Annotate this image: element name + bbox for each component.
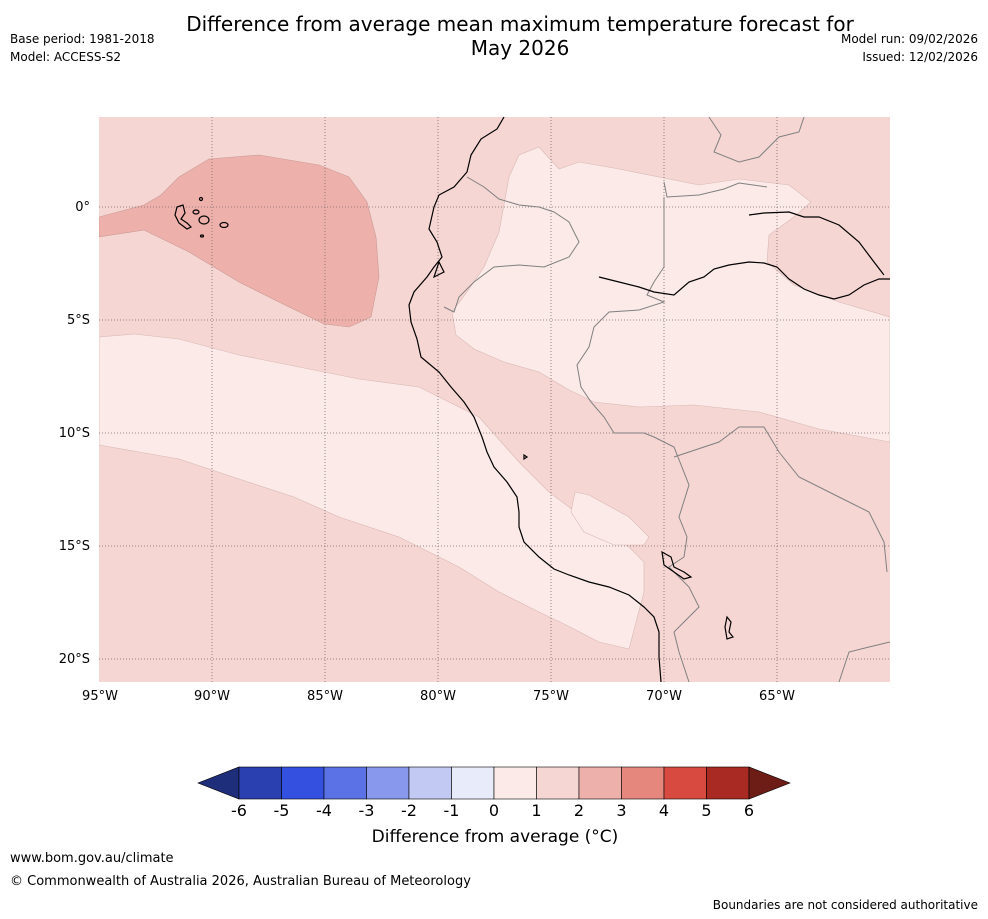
lon-label-85w: 85°W xyxy=(307,689,343,704)
chart-title: Difference from average mean maximum tem… xyxy=(0,12,988,60)
lon-label-70w: 70°W xyxy=(646,689,682,704)
colorbar-tick-label: -1 xyxy=(443,801,460,820)
lon-label-95w: 95°W xyxy=(82,689,118,704)
colorbar-tick-label: 6 xyxy=(743,801,755,820)
border-bolivia-chile xyxy=(673,631,690,682)
colorbar-tick-label: -6 xyxy=(231,801,247,820)
colorbar-tick-label: -2 xyxy=(401,801,417,820)
colorbar-extend-low xyxy=(197,766,240,800)
lon-label-90w: 90°W xyxy=(194,689,230,704)
coast-amazon-river xyxy=(598,261,890,300)
galapagos-san-cristobal xyxy=(219,221,229,229)
footer-copyright: © Commonwealth of Australia 2026, Austra… xyxy=(10,874,471,889)
lat-label-15s: 15°S xyxy=(58,539,90,554)
galapagos-santiago xyxy=(192,209,200,215)
border-north xyxy=(708,117,805,163)
lat-label-0: 0° xyxy=(75,200,90,215)
country-borders xyxy=(443,117,890,682)
colorbar-segment xyxy=(408,766,452,800)
base-period: Base period: 1981-2018 xyxy=(10,32,155,46)
coast-amazon-tributary xyxy=(748,211,885,276)
colorbar-extend-high xyxy=(748,766,791,800)
colorbar-tick-label: 0 xyxy=(488,801,500,820)
colorbar-tick-label: 5 xyxy=(701,801,712,820)
coast-pacific xyxy=(408,117,662,682)
coast-small-lake-2 xyxy=(523,453,529,461)
coastlines xyxy=(408,117,890,682)
colorbar-segment xyxy=(663,766,707,800)
colorbar-segment xyxy=(281,766,325,800)
footer-url: www.bom.gov.au/climate xyxy=(10,851,174,866)
colorbar-tick-label: 3 xyxy=(616,801,627,820)
galapagos-santa-cruz xyxy=(198,215,210,225)
model-run: Model run: 09/02/2026 xyxy=(840,32,978,46)
colorbar-segments xyxy=(197,766,791,800)
colorbar xyxy=(197,766,791,800)
lat-label-20s: 20°S xyxy=(58,652,90,667)
colorbar-tick-label: -5 xyxy=(273,801,290,820)
colorbar-segment xyxy=(536,766,580,800)
colorbar-tick-label: -3 xyxy=(358,801,375,820)
colorbar-tick-label: 4 xyxy=(658,801,670,820)
forecast-map xyxy=(99,117,890,682)
border-colombia-brazil xyxy=(663,181,768,198)
lat-label-5s: 5°S xyxy=(66,313,90,328)
anomaly-region-2-3 xyxy=(99,154,380,328)
anomaly-region-0-1-pacific xyxy=(99,333,645,650)
border-paraguay xyxy=(838,641,890,682)
lat-label-10s: 10°S xyxy=(58,426,90,441)
galapagos-north xyxy=(198,196,204,202)
meta-left: Base period: 1981-2018 Model: ACCESS-S2 xyxy=(10,30,155,66)
colorbar-segment xyxy=(366,766,410,800)
colorbar-segment xyxy=(238,766,282,800)
colorbar-segment xyxy=(578,766,622,800)
colorbar-tick-label: 1 xyxy=(531,801,542,820)
title-line-2: May 2026 xyxy=(470,36,570,60)
colorbar-segment xyxy=(621,766,665,800)
border-colombia-ecuador-peru xyxy=(443,176,580,313)
lon-label-65w: 65°W xyxy=(759,689,795,704)
galapagos-espanola xyxy=(199,234,205,238)
border-peru-brazil xyxy=(576,197,666,434)
colorbar-segment xyxy=(323,766,367,800)
colorbar-tick-label: -4 xyxy=(316,801,332,820)
footer-disclaimer: Boundaries are not considered authoritat… xyxy=(712,898,978,912)
graticule xyxy=(99,117,890,682)
lon-label-80w: 80°W xyxy=(420,689,456,704)
coast-gulf xyxy=(432,260,445,279)
coast-small-lake-1 xyxy=(724,615,735,640)
title-line-1: Difference from average mean maximum tem… xyxy=(186,12,854,36)
lon-label-75w: 75°W xyxy=(533,689,569,704)
lake-titicaca xyxy=(661,550,693,580)
border-bolivia-brazil xyxy=(673,426,888,573)
galapagos-isabela xyxy=(174,204,193,230)
anomaly-region-0-1-south-peru xyxy=(570,491,650,546)
border-peru-bolivia xyxy=(643,432,700,633)
issued-date: Issued: 12/02/2026 xyxy=(862,50,978,64)
galapagos-islands xyxy=(174,196,229,238)
model-name: Model: ACCESS-S2 xyxy=(10,50,122,64)
meta-right: Model run: 09/02/2026 Issued: 12/02/2026 xyxy=(841,30,978,66)
colorbar-tick-label: 2 xyxy=(573,801,585,820)
colorbar-label: Difference from average (°C) xyxy=(371,827,619,847)
colorbar-segment xyxy=(706,766,750,800)
colorbar-segment xyxy=(451,766,495,800)
colorbar-segment xyxy=(493,766,537,800)
